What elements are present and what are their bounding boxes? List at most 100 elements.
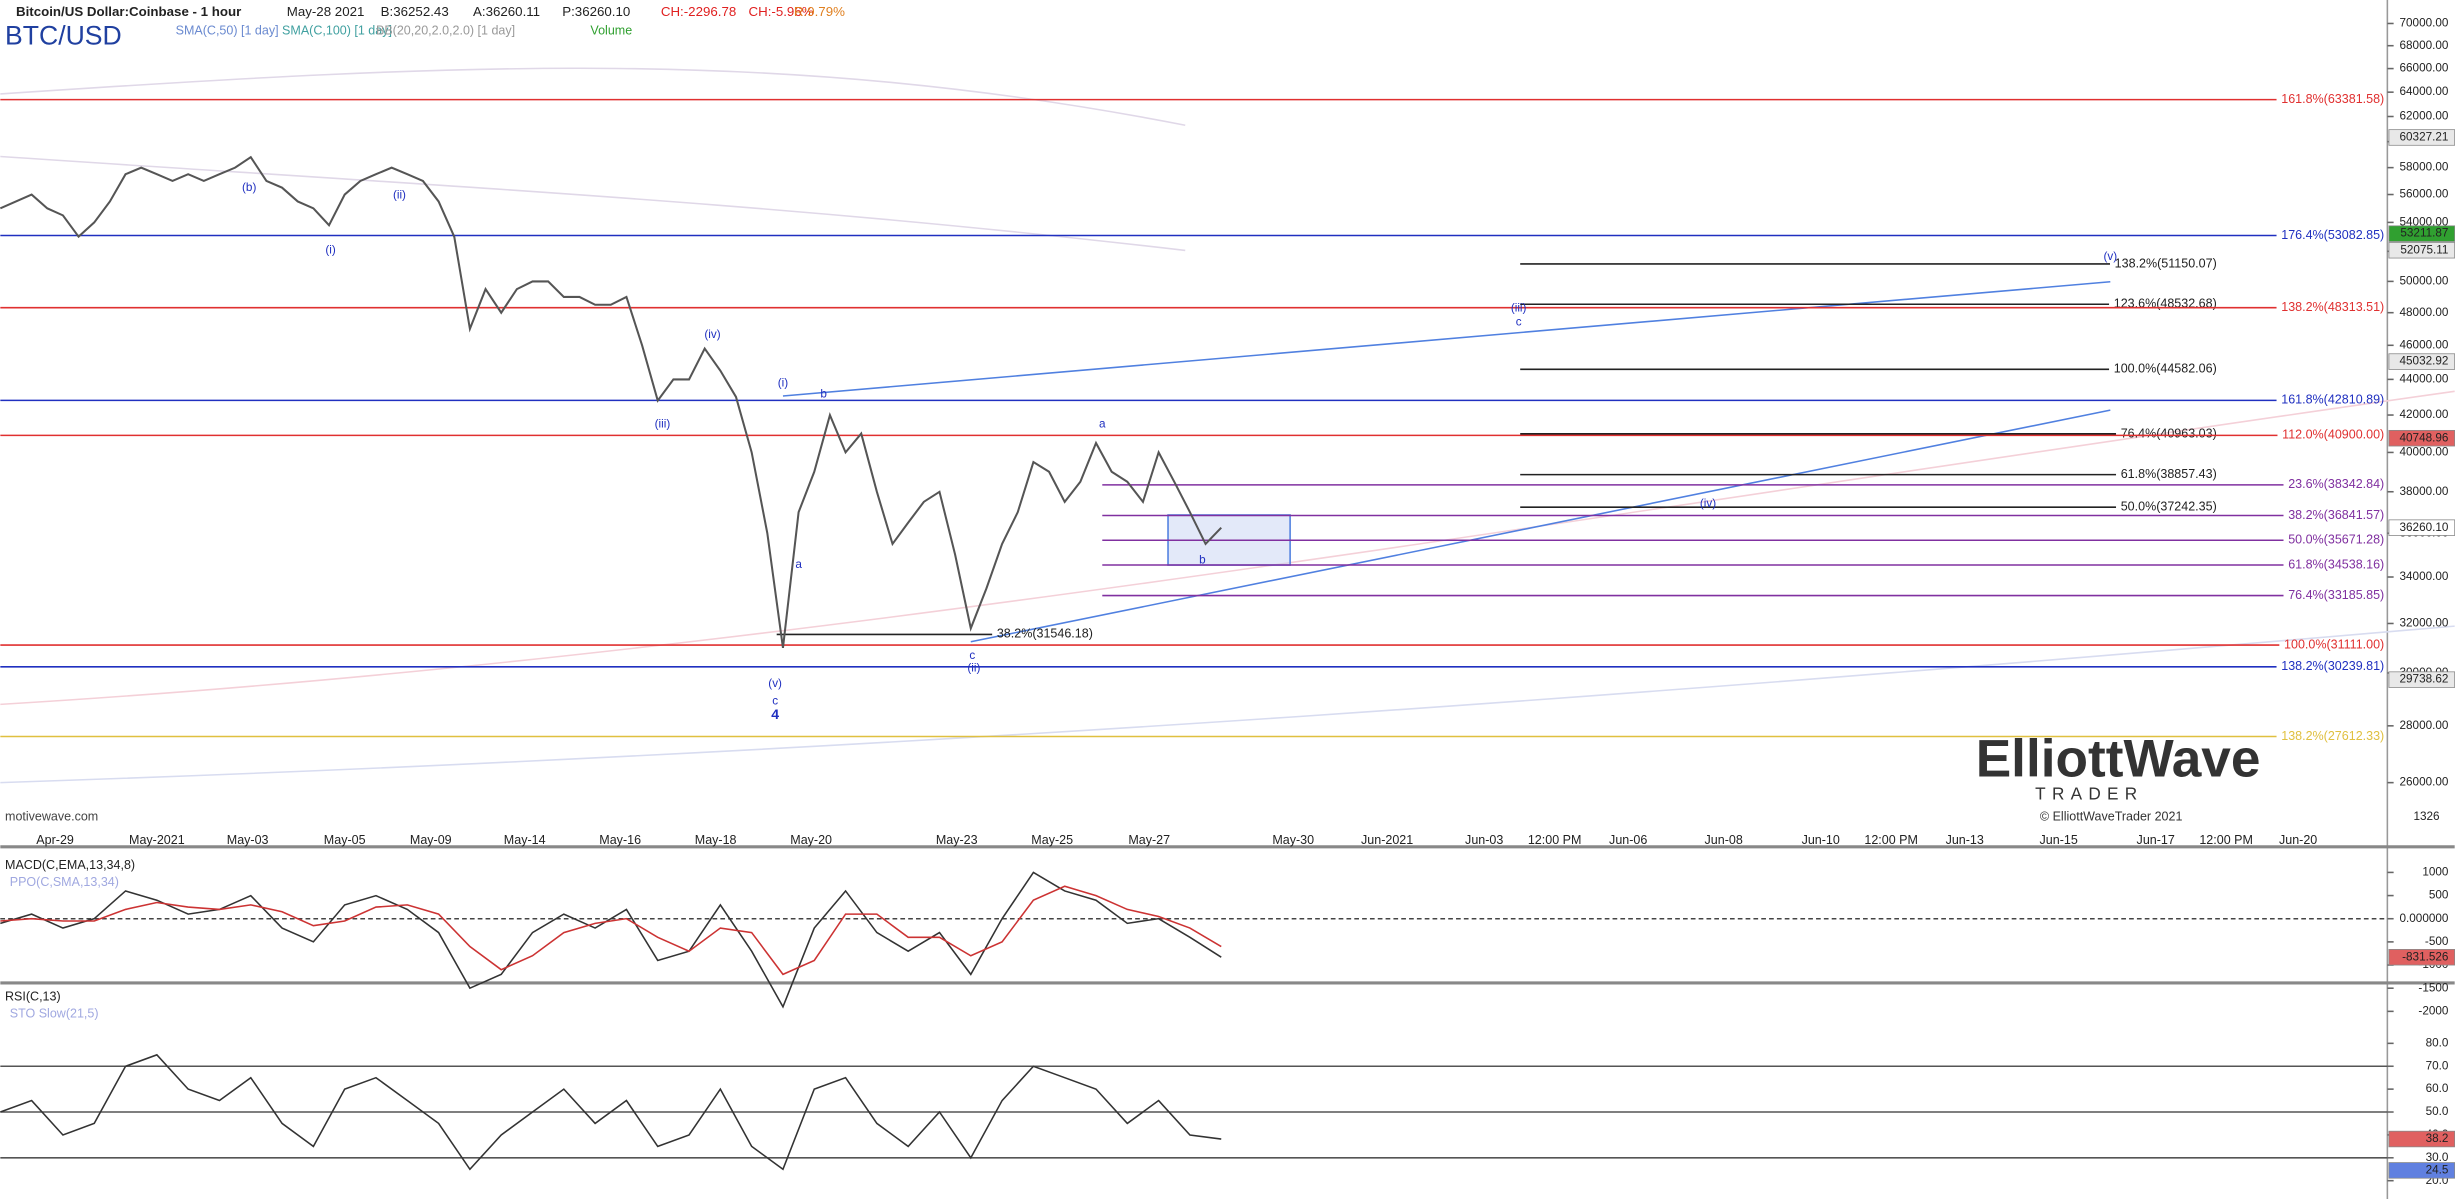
- x-tick-label: Jun-06: [1609, 833, 1647, 847]
- wave-label: (v): [768, 677, 782, 690]
- change: CH:-2296.78: [661, 4, 736, 19]
- x-tick-label: Jun-03: [1465, 833, 1503, 847]
- wave-label: (ii): [967, 661, 980, 674]
- wave-label: (iv): [1700, 497, 1716, 510]
- x-tick-label: Jun-08: [1705, 833, 1743, 847]
- x-tick-label: 12:00 PM: [1864, 833, 1918, 847]
- wave-label: (v): [2103, 250, 2117, 263]
- x-tick-label: Jun-10: [1802, 833, 1840, 847]
- x-tick-label: May-18: [695, 833, 737, 847]
- y-tick-label: 70.0: [2426, 1059, 2449, 1072]
- level-label: 38.2%(36841.57): [2288, 508, 2384, 522]
- wave-label: (iii): [655, 417, 671, 430]
- wave-label: 4: [771, 706, 779, 722]
- x-tick-label: May-14: [504, 833, 546, 847]
- study-label: SMA(C,100) [1 day]: [282, 24, 392, 38]
- axis-price-label: 52075.11: [2400, 243, 2448, 256]
- y-tick-label: 40000.00: [2400, 446, 2449, 459]
- indicator-line: [0, 1053, 1222, 1171]
- x-tick-label: Jun-15: [2040, 833, 2078, 847]
- axis-price-label: 53211.87: [2400, 227, 2448, 240]
- y-tick-label: 42000.00: [2400, 408, 2449, 421]
- level-label: 61.8%(34538.16): [2288, 557, 2384, 571]
- level-label: 100.0%(31111.00): [2284, 637, 2384, 651]
- level-label: 112.0%(40900.00): [2282, 428, 2384, 442]
- y-tick-label: 500: [2429, 889, 2449, 902]
- range: R:9.79%: [794, 4, 845, 19]
- logo-sub: TRADER: [2035, 784, 2143, 804]
- x-tick-label: 12:00 PM: [1528, 833, 1582, 847]
- study-label: Volume: [590, 24, 632, 38]
- wave-label: (iii): [1511, 301, 1527, 314]
- axis-price-label: 45032.92: [2400, 355, 2449, 368]
- x-tick-label: May-25: [1031, 833, 1073, 847]
- wave-label: b: [820, 388, 827, 401]
- y-tick-label: 48000.00: [2400, 306, 2449, 319]
- study-label: SMA(C,50) [1 day]: [176, 24, 279, 38]
- x-tick-label: May-16: [599, 833, 641, 847]
- x-tick-label: 12:00 PM: [2199, 833, 2253, 847]
- y-tick-label: -1500: [2418, 981, 2448, 994]
- y-tick-label: 70000.00: [2400, 17, 2449, 30]
- wave-label: (b): [242, 181, 256, 194]
- wave-label: (i): [325, 244, 336, 257]
- y-tick-label: 26000.00: [2400, 776, 2449, 789]
- x-tick-label: Jun-13: [1946, 833, 1984, 847]
- wave-label: b: [1199, 553, 1206, 566]
- x-tick-label: May-05: [324, 833, 366, 847]
- trend-line: [782, 280, 2111, 397]
- price-line: [0, 155, 1222, 649]
- macd-title: MACD(C,EMA,13,34,8): [5, 858, 135, 872]
- level-label: 23.6%(38342.84): [2288, 477, 2384, 491]
- ppo-title: PPO(C,SMA,13,34): [10, 875, 119, 889]
- x-tick-label: Jun-2021: [1361, 833, 1413, 847]
- level-label: 161.8%(42810.89): [2281, 393, 2384, 407]
- y-tick-label: 30.0: [2426, 1151, 2449, 1164]
- level-label: 50.0%(37242.35): [2121, 500, 2217, 514]
- y-tick-label: 28000.00: [2400, 719, 2449, 732]
- y-tick-label: 58000.00: [2400, 161, 2449, 174]
- y-tick-label: 50.0: [2426, 1105, 2449, 1118]
- y-tick-label: -500: [2425, 935, 2449, 948]
- x-tick-label: May-23: [936, 833, 978, 847]
- band-line: [0, 155, 1186, 252]
- wave-label: (ii): [393, 189, 406, 202]
- x-tick-label: May-20: [790, 833, 832, 847]
- x-tick-label: May-03: [227, 833, 269, 847]
- y-tick-label: 50000.00: [2400, 274, 2449, 287]
- x-tick-label: Apr-29: [36, 833, 74, 847]
- symbol-title: Bitcoin/US Dollar:Coinbase - 1 hour: [16, 4, 241, 19]
- wave-label: c: [772, 694, 778, 707]
- level-label: 100.0%(44582.06): [2114, 362, 2217, 376]
- ask: A:36260.11: [473, 4, 540, 19]
- y-tick-label: 0.000000: [2400, 912, 2449, 925]
- change-pct: CH:-5.96%: [749, 4, 814, 19]
- level-label: 176.4%(53082.85): [2281, 228, 2384, 242]
- x-tick-label: May-09: [410, 833, 452, 847]
- y-tick-label: 32000.00: [2400, 617, 2449, 630]
- band-line: [0, 625, 2455, 784]
- level-label: 38.2%(31546.18): [997, 627, 1093, 641]
- axis-price-label: 38.2: [2426, 1132, 2449, 1145]
- axis-price-label: 40748.96: [2400, 431, 2449, 444]
- x-tick-label: Jun-20: [2279, 833, 2317, 847]
- band-line: [0, 67, 1186, 126]
- x-tick-label: May-2021: [129, 833, 185, 847]
- y-tick-label: 34000.00: [2400, 570, 2449, 583]
- level-label: 76.4%(40963.03): [2121, 427, 2217, 441]
- bid: B:36252.43: [381, 4, 449, 19]
- y-tick-label: 38000.00: [2400, 485, 2449, 498]
- y-tick-label: 54000.00: [2400, 215, 2449, 228]
- y-tick-label: 68000.00: [2400, 39, 2449, 52]
- logo: ElliottWave: [1976, 729, 2261, 788]
- study-label: BB(20,20,2.0,2.0) [1 day]: [376, 24, 515, 38]
- wave-label: a: [795, 558, 802, 571]
- y-tick-label: 56000.00: [2400, 188, 2449, 201]
- indicator-line: [0, 871, 1222, 1009]
- x-tick-label: May-27: [1128, 833, 1170, 847]
- y-tick-label: 1000: [2422, 866, 2449, 879]
- wave-label: (iv): [704, 328, 720, 341]
- last-price: P:36260.10: [562, 4, 630, 19]
- wave-label: (i): [778, 377, 789, 390]
